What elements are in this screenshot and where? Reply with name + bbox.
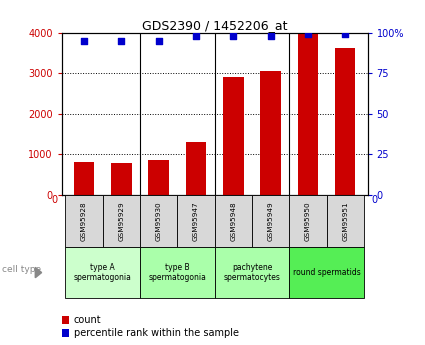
Text: round spermatids: round spermatids: [293, 268, 360, 277]
Text: 0: 0: [372, 195, 378, 205]
Point: [118, 38, 125, 43]
Text: GSM95951: GSM95951: [342, 201, 348, 240]
Bar: [298, 33, 318, 195]
Point: [155, 38, 162, 43]
Point: [193, 33, 199, 39]
Polygon shape: [35, 267, 42, 278]
Text: pachytene
spermatocytes: pachytene spermatocytes: [224, 263, 280, 282]
Point: [267, 33, 274, 39]
Text: percentile rank within the sample: percentile rank within the sample: [74, 328, 238, 338]
Text: type A
spermatogonia: type A spermatogonia: [74, 263, 132, 282]
Text: count: count: [74, 315, 101, 325]
Bar: [111, 163, 132, 195]
Text: GSM95947: GSM95947: [193, 201, 199, 240]
Bar: [186, 142, 206, 195]
Point: [81, 38, 88, 43]
Bar: [148, 160, 169, 195]
Point: [342, 32, 348, 37]
Text: GSM95930: GSM95930: [156, 201, 162, 240]
Text: GSM95948: GSM95948: [230, 201, 236, 240]
Text: GSM95928: GSM95928: [81, 201, 87, 240]
Text: type B
spermatogonia: type B spermatogonia: [148, 263, 206, 282]
Bar: [74, 162, 94, 195]
Point: [305, 32, 312, 37]
Text: GSM95950: GSM95950: [305, 201, 311, 240]
Text: cell type: cell type: [2, 265, 41, 274]
Text: GSM95949: GSM95949: [268, 201, 274, 240]
Point: [230, 33, 237, 39]
Title: GDS2390 / 1452206_at: GDS2390 / 1452206_at: [142, 19, 287, 32]
Text: 0: 0: [51, 195, 57, 205]
Text: GSM95929: GSM95929: [118, 201, 125, 240]
Bar: [223, 77, 244, 195]
Bar: [261, 71, 281, 195]
Bar: [335, 48, 355, 195]
